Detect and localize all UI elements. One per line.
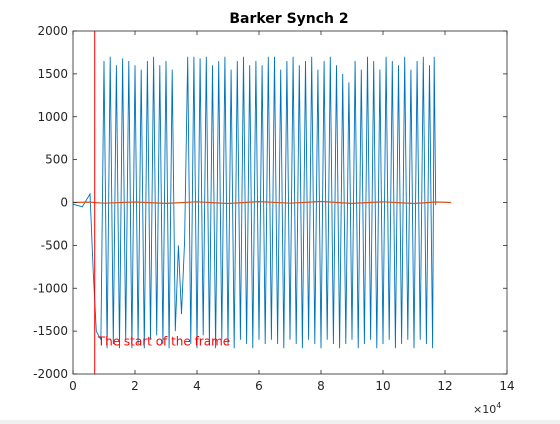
x-tick-label: 4 [193,379,201,393]
frame-start-annotation: The start of the frame [97,334,230,348]
chart-title: Barker Synch 2 [229,11,348,27]
x-tick-label: 12 [437,379,452,393]
y-tick-label: 2000 [37,24,68,38]
y-tick-label: -1000 [33,281,68,295]
y-tick-label: -500 [41,238,68,252]
x-tick-label: 2 [131,379,139,393]
y-axis: -2000 -1500 -1000 -500 0 500 1000 1500 2000 [33,24,507,381]
x-exponent-base: ×10 [473,403,496,416]
x-axis: 0 2 4 6 8 10 12 14 [69,31,515,393]
series-layer [72,56,452,349]
series-line-correlation [72,200,452,205]
annotation-layer: The start of the frame [94,31,230,374]
y-tick-label: -1500 [33,324,68,338]
x-tick-label: 10 [375,379,390,393]
x-tick-label: 14 [499,379,514,393]
series-line-received-signal [72,56,437,349]
x-tick-label: 0 [69,379,77,393]
x-exponent-label: ×104 [473,401,501,416]
y-tick-label: 1500 [37,67,68,81]
x-tick-label: 8 [317,379,325,393]
y-tick-label: 1000 [37,110,68,124]
y-tick-label: 0 [60,196,68,210]
y-tick-label: -2000 [33,367,68,381]
x-tick-label: 6 [255,379,263,393]
x-exponent-power: 4 [496,401,501,410]
y-tick-label: 500 [45,153,68,167]
